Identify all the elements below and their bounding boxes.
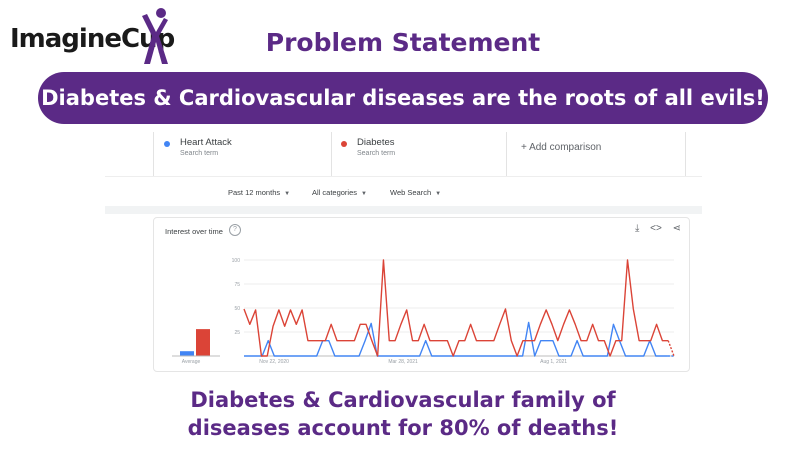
footer-line-2: diseases account for 80% of deaths!	[187, 416, 619, 440]
divider	[105, 206, 702, 214]
search-type-dropdown[interactable]: Web Search ▼	[390, 188, 441, 197]
interest-chart: 25 50 75 100 Nov 22, 2020 Mar 28, 2021 Aug 1, …	[172, 258, 675, 365]
problem-banner: Diabetes & Cardiovascular diseases are t…	[38, 72, 768, 124]
chevron-down-icon: ▼	[435, 191, 442, 197]
google-trends-panel: Heart Attack Search term Diabetes Search…	[105, 132, 702, 372]
search-type-value: Web Search	[390, 188, 432, 197]
term-sub: Search term	[180, 150, 219, 157]
imaginecup-logo: ImagineCup	[10, 8, 175, 64]
embed-icon[interactable]: <>	[650, 223, 662, 234]
interest-over-time-card: Interest over time ? ⤓ <> ⋖ 25 50 75 100 Nov…	[153, 217, 690, 372]
series-line	[243, 259, 669, 357]
search-term-diabetes[interactable]: Diabetes Search term	[331, 132, 507, 176]
term-name: Diabetes	[357, 137, 395, 148]
card-tools: ⤓ <> ⋖	[627, 223, 681, 234]
chevron-down-icon: ▼	[284, 191, 291, 197]
y-tick-label: 25	[234, 330, 240, 336]
average-bar	[180, 351, 194, 356]
search-terms-bar: Heart Attack Search term Diabetes Search…	[153, 132, 702, 176]
logo-text: ImagineCup	[10, 24, 175, 54]
download-icon[interactable]: ⤓	[634, 223, 640, 234]
footer-line-1: Diabetes & Cardiovascular family of	[190, 388, 616, 412]
average-bar	[196, 329, 210, 356]
add-comparison-slot[interactable]: + Add comparison	[507, 132, 686, 176]
series-partial-segment	[667, 340, 675, 357]
series-line	[244, 321, 668, 357]
y-tick-label: 50	[234, 306, 240, 312]
period-dropdown[interactable]: Past 12 months ▼	[228, 188, 290, 197]
figure-logo-icon	[142, 8, 168, 64]
average-label: Average	[182, 359, 201, 365]
term-sub: Search term	[357, 150, 396, 157]
add-comparison-button[interactable]: + Add comparison	[521, 142, 602, 153]
page-title: Problem Statement	[265, 28, 541, 57]
category-value: All categories	[312, 188, 358, 197]
share-icon[interactable]: ⋖	[672, 223, 681, 234]
x-tick-label: Aug 1, 2021	[540, 359, 567, 365]
help-icon[interactable]: ?	[229, 224, 241, 236]
filter-bar: Past 12 months ▼ All categories ▼ Web Sear…	[105, 176, 702, 207]
x-tick-label: Mar 28, 2021	[388, 359, 418, 365]
y-tick-label: 75	[234, 282, 240, 288]
search-term-heart-attack[interactable]: Heart Attack Search term	[153, 132, 332, 176]
footer-statement: Diabetes & Cardiovascular family of dise…	[0, 386, 806, 442]
series-color-dot	[341, 141, 347, 147]
chevron-down-icon: ▼	[361, 191, 367, 197]
y-tick-label: 100	[232, 258, 241, 264]
x-tick-label: Nov 22, 2020	[259, 359, 289, 365]
term-name: Heart Attack	[180, 137, 232, 148]
category-dropdown[interactable]: All categories ▼	[312, 188, 367, 197]
card-title: Interest over time	[165, 227, 223, 236]
period-value: Past 12 months	[228, 188, 281, 197]
series-color-dot	[164, 141, 170, 147]
